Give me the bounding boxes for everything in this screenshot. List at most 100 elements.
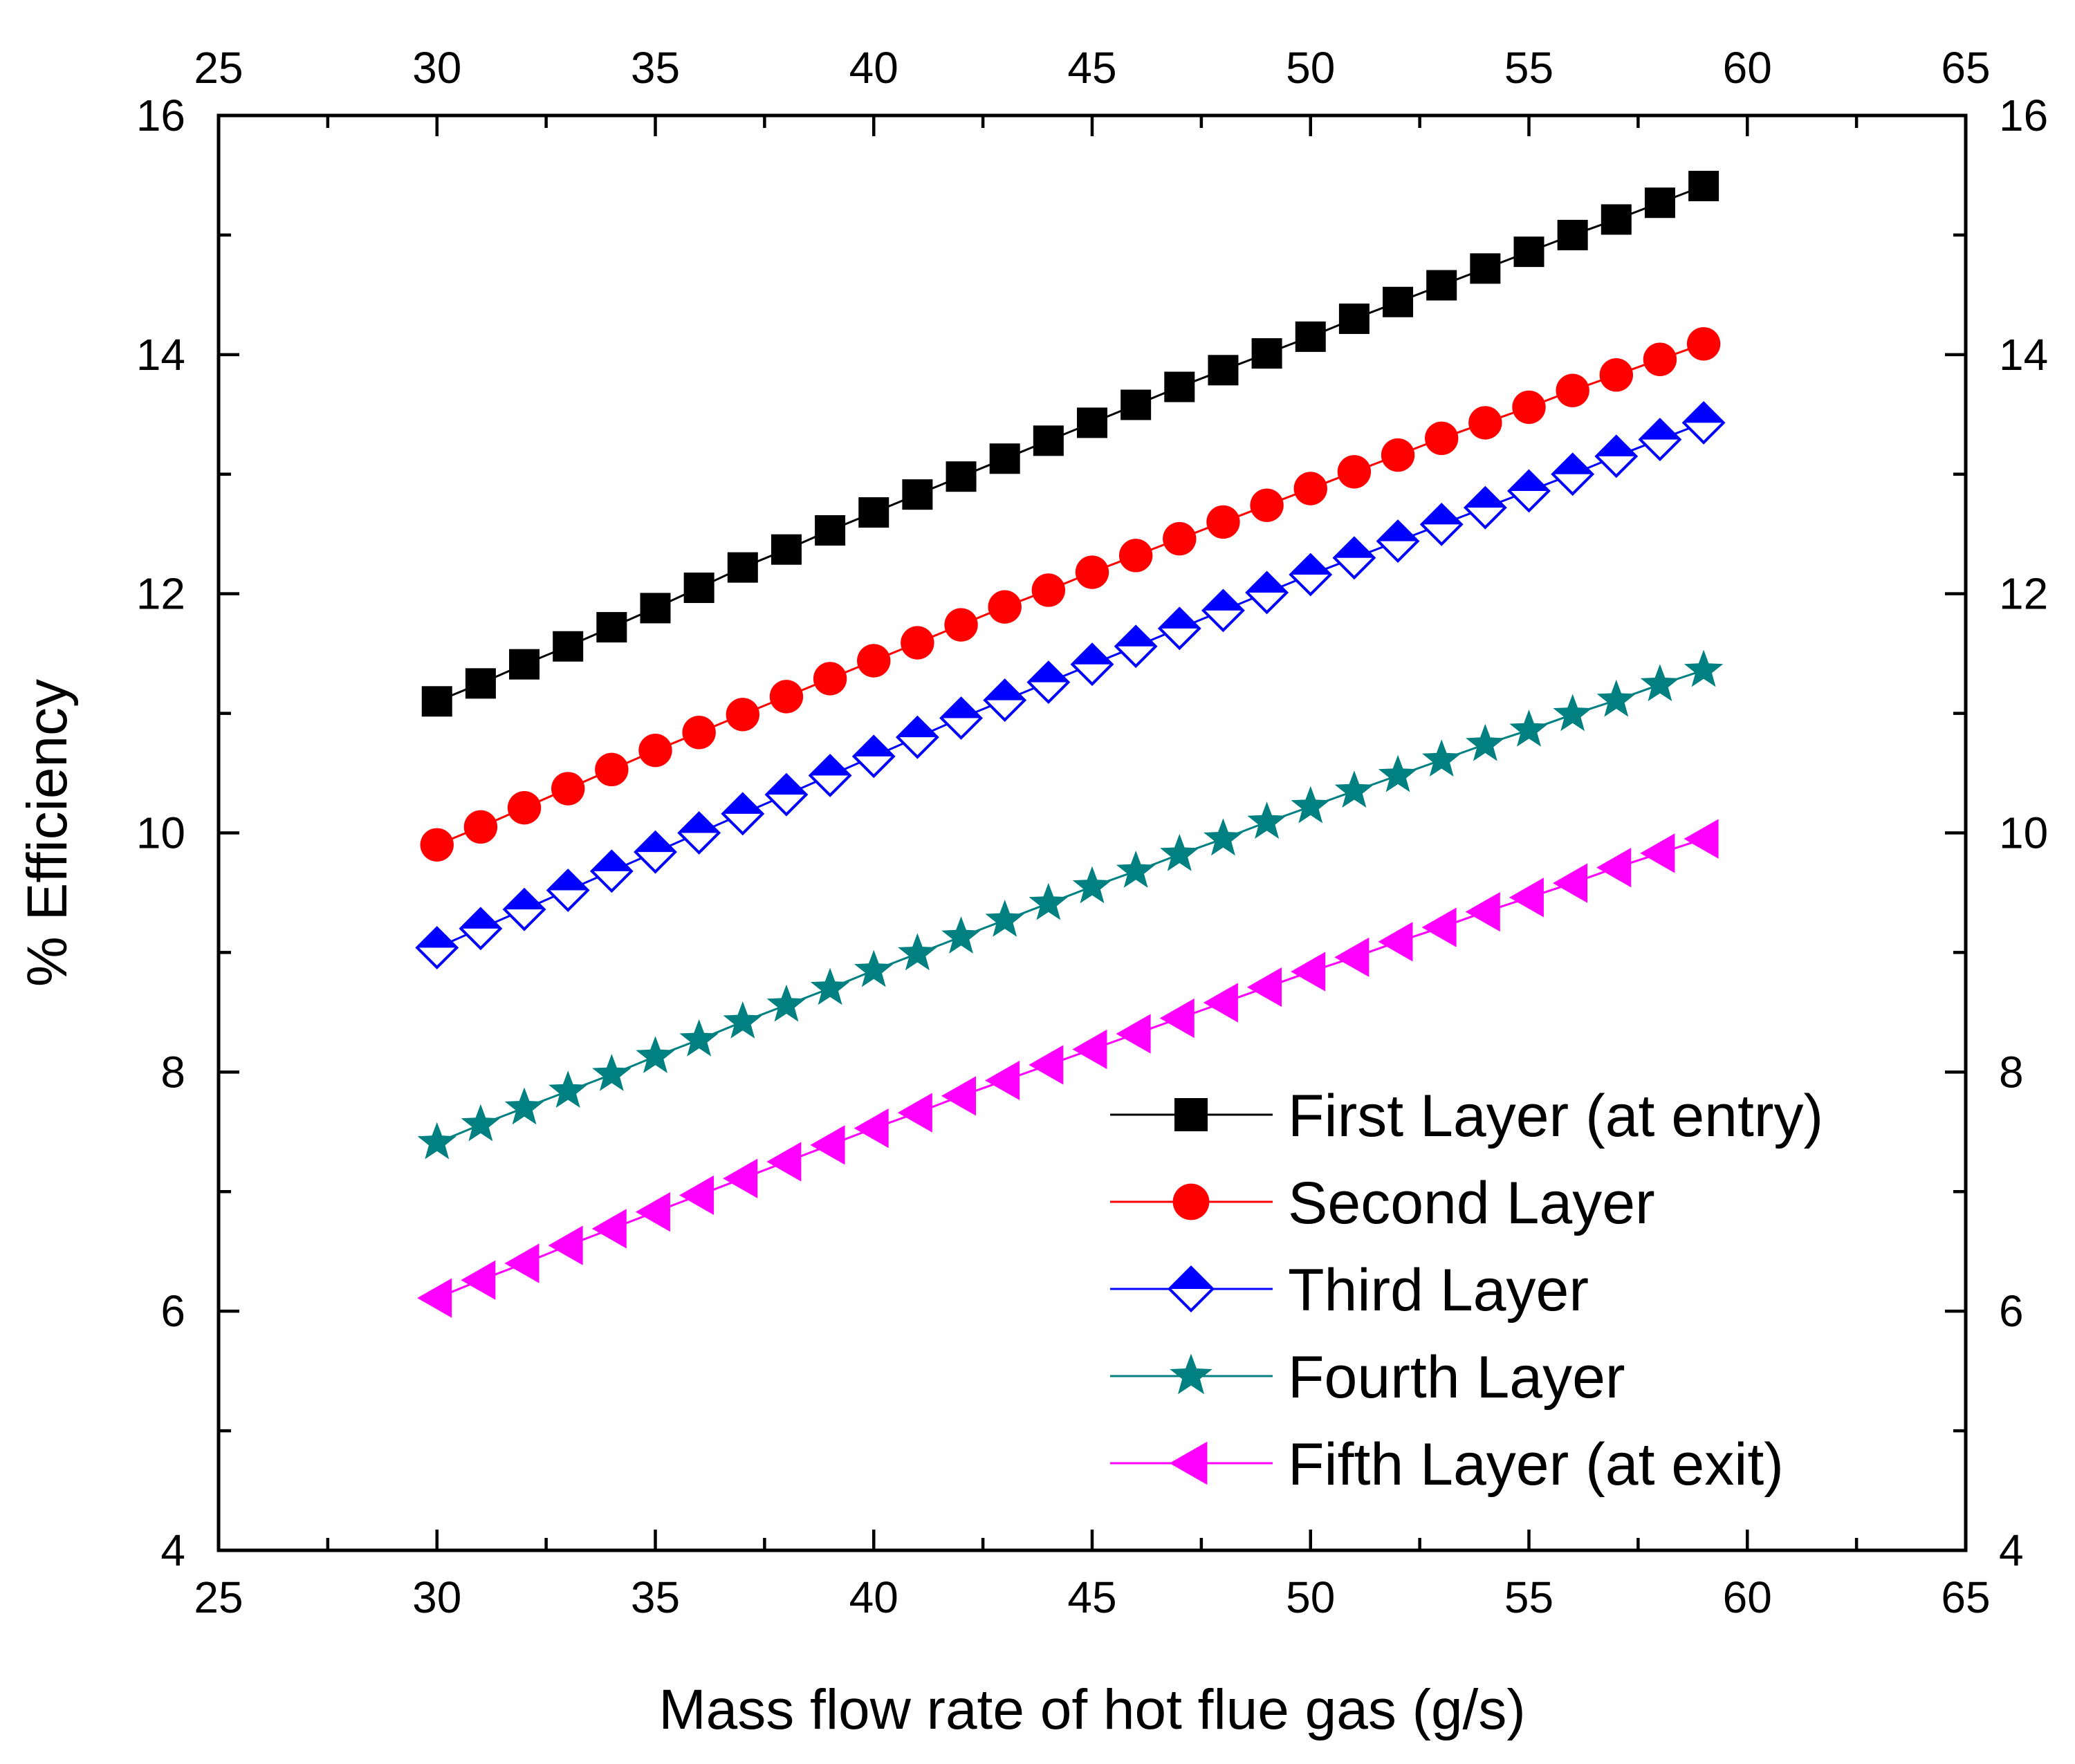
series-5-point: [1509, 878, 1544, 918]
series-3-point: [1332, 536, 1376, 580]
series-1-point: [640, 593, 671, 624]
series-1-point: [1426, 270, 1457, 301]
series-4-point: [1684, 649, 1724, 687]
y-tick-label-right: 4: [1999, 1525, 2024, 1575]
y-tick-label-right: 10: [1999, 808, 2048, 858]
series-2-point: [1425, 421, 1459, 456]
series-4-point: [1029, 882, 1069, 920]
legend-label: Fourth Layer: [1288, 1344, 1625, 1411]
series-1-point: [1644, 187, 1675, 219]
y-tick-label-left: 4: [160, 1525, 185, 1575]
series-4-point: [504, 1087, 544, 1125]
y-tick-label-right: 6: [1999, 1286, 2024, 1336]
series-5-point: [1596, 848, 1632, 888]
series-2-point: [901, 626, 934, 660]
y-tick-label-right: 14: [1999, 330, 2048, 380]
series-5-point: [1116, 1014, 1151, 1054]
series-1-point: [1470, 253, 1501, 284]
series-2-point: [857, 644, 891, 678]
series-2-point: [507, 790, 542, 825]
series-1-line: [436, 185, 1704, 703]
series-2-point: [1381, 438, 1415, 472]
series-2-point: [1337, 455, 1372, 489]
x-tick-label-bottom: 25: [194, 1572, 243, 1622]
series-3-point: [459, 907, 503, 951]
series-5-point: [723, 1158, 758, 1198]
series-5-point: [1334, 937, 1370, 977]
series-5-point: [766, 1142, 802, 1182]
y-tick-label-left: 10: [136, 808, 185, 858]
series-1-point: [683, 573, 714, 604]
series-5-point: [1247, 967, 1282, 1008]
y-tick-label-right: 16: [1999, 91, 2048, 140]
x-tick-label-top: 60: [1723, 43, 1772, 93]
series-3-point: [895, 715, 939, 759]
y-tick-label-right: 12: [1999, 569, 2048, 619]
x-tick-label-bottom: 30: [412, 1572, 461, 1622]
legend-label: Third Layer: [1288, 1257, 1589, 1324]
series-3-point: [1376, 519, 1420, 564]
x-tick-label-bottom: 45: [1067, 1572, 1116, 1622]
series-4-point: [1553, 694, 1592, 732]
series-4-point: [898, 933, 937, 971]
legend-item: Fourth Layer: [1110, 1344, 1625, 1411]
series-2-point: [988, 590, 1022, 624]
x-tick-label-bottom: 50: [1286, 1572, 1335, 1622]
x-tick-label-bottom: 55: [1504, 1572, 1553, 1622]
series-2-point: [682, 716, 716, 750]
series-4-point: [461, 1104, 501, 1142]
series-3-point: [1551, 452, 1595, 496]
series-4-point: [766, 984, 806, 1022]
x-tick-label-bottom: 35: [631, 1572, 680, 1622]
series-3-point: [1463, 485, 1507, 530]
series-1-point: [1164, 371, 1195, 402]
series-4-point: [1466, 723, 1505, 761]
series-2-point: [1643, 342, 1677, 376]
series-5-point: [1072, 1029, 1107, 1070]
series-1-point: [553, 631, 584, 662]
series-4-point: [417, 1122, 456, 1160]
legend-marker: [1174, 1098, 1208, 1131]
x-tick-label-top: 55: [1504, 43, 1553, 93]
series-2-point: [463, 810, 498, 844]
legend-item: First Layer (at entry): [1110, 1083, 1823, 1149]
series-3: [415, 400, 1726, 969]
series-3-point: [677, 811, 721, 855]
series-3-point: [634, 830, 677, 874]
series-1-point: [509, 649, 540, 680]
series-5-point: [1421, 907, 1457, 947]
series-2-point: [944, 608, 978, 642]
series-5-point: [985, 1060, 1020, 1101]
y-tick-label-left: 16: [136, 91, 185, 140]
series-3-point: [939, 696, 983, 740]
series-4-point: [985, 900, 1024, 937]
legend-label: Second Layer: [1288, 1170, 1655, 1236]
y-tick-label-left: 6: [160, 1286, 185, 1336]
series-5-point: [1159, 998, 1195, 1039]
series-5-point: [1640, 833, 1675, 873]
series-1-point: [421, 686, 452, 717]
series-4-point: [1160, 833, 1199, 871]
legend-item: Fifth Layer (at exit): [1110, 1431, 1784, 1498]
series-1-point: [771, 534, 802, 565]
series-3-point: [1070, 642, 1114, 687]
series-1-point: [727, 552, 758, 583]
series-3-point: [721, 792, 765, 836]
series-1-point: [946, 461, 977, 492]
series-3-point: [1594, 434, 1639, 479]
series-1-point: [1557, 219, 1588, 250]
series-5-point: [417, 1278, 452, 1318]
legend-marker: [1169, 1441, 1208, 1485]
series-5-point: [548, 1225, 583, 1265]
series-3-point: [1419, 502, 1464, 546]
legend: First Layer (at entry) Second Layer Third …: [1110, 1083, 1823, 1498]
series-1-point: [465, 668, 496, 699]
series-3-point: [1114, 624, 1158, 669]
series-5-point: [1553, 863, 1588, 903]
series-2-point: [1031, 573, 1066, 607]
legend-marker: [1170, 1353, 1212, 1395]
series-5-point: [1684, 819, 1719, 859]
series-5-point: [1029, 1045, 1064, 1085]
